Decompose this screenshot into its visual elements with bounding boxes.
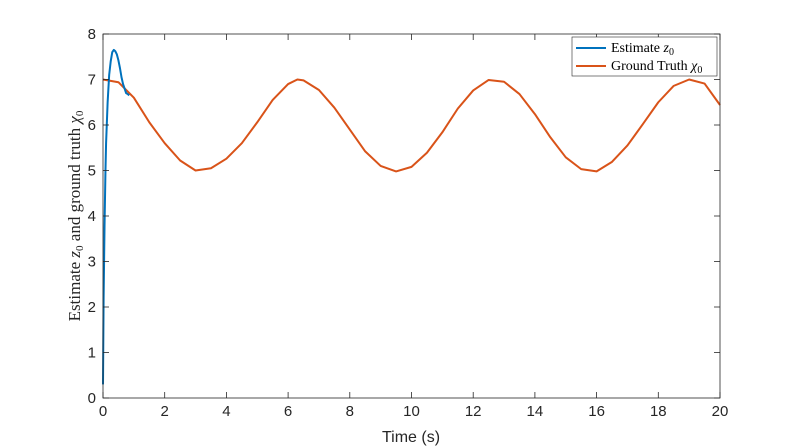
y-axis: 0 1 2 3 4 5 6 7 8	[88, 26, 720, 407]
x-tick-label: 12	[465, 403, 482, 420]
y-axis-label: Estimate z0 and ground truth χ0	[65, 110, 86, 321]
x-tick-label: 18	[650, 403, 667, 420]
y-axis-label-var-2: χ	[65, 116, 84, 126]
y-axis-label-sub-1: 0	[74, 245, 86, 251]
plot-background	[103, 34, 720, 398]
series-line-estimate	[102, 48, 130, 385]
y-axis-label-var-1: z	[65, 251, 84, 259]
y-tick-label: 1	[88, 345, 96, 362]
y-tick-label: 5	[88, 163, 96, 180]
x-tick-label: 4	[222, 403, 230, 420]
legend-ground-truth-prefix: Ground Truth	[611, 59, 691, 74]
legend-estimate-prefix: Estimate	[611, 41, 664, 56]
y-tick-label: 0	[88, 390, 96, 407]
y-axis-label-part-a: Estimate	[65, 258, 84, 322]
y-tick-label: 8	[88, 26, 96, 43]
x-tick-label: 20	[712, 403, 729, 420]
x-tick-label: 14	[527, 403, 544, 420]
y-tick-label: 3	[88, 254, 96, 271]
series-layer	[102, 48, 721, 385]
y-axis-label-part-b: and ground truth	[65, 124, 84, 246]
y-tick-label: 2	[88, 299, 96, 316]
x-tick-label: 2	[161, 403, 169, 420]
legend-entry-ground-truth: Ground Truth χ0	[611, 59, 702, 76]
x-tick-label: 10	[403, 403, 420, 420]
x-axis: 0 2 4 6 8 10 12 14 16 18 20	[99, 34, 729, 420]
y-tick-label: 6	[88, 117, 96, 134]
x-tick-label: 16	[588, 403, 605, 420]
y-tick-label: 7	[88, 72, 96, 89]
legend-ground-truth-var: χ	[689, 59, 698, 74]
x-tick-label: 0	[99, 403, 107, 420]
y-tick-label: 4	[88, 208, 96, 225]
x-axis-label: Time (s)	[382, 429, 440, 446]
y-axis-label-sub-2: 0	[74, 110, 86, 116]
legend: Estimate z0 Ground Truth χ0	[571, 36, 718, 77]
legend-estimate-sub: 0	[669, 47, 674, 58]
legend-box	[571, 36, 718, 77]
legend-estimate-var: z	[663, 41, 670, 56]
x-tick-label: 8	[346, 403, 354, 420]
legend-entry-estimate: Estimate z0	[611, 41, 674, 58]
x-tick-label: 6	[284, 403, 292, 420]
series-line-ground-truth	[102, 78, 721, 173]
legend-ground-truth-sub: 0	[697, 65, 702, 76]
